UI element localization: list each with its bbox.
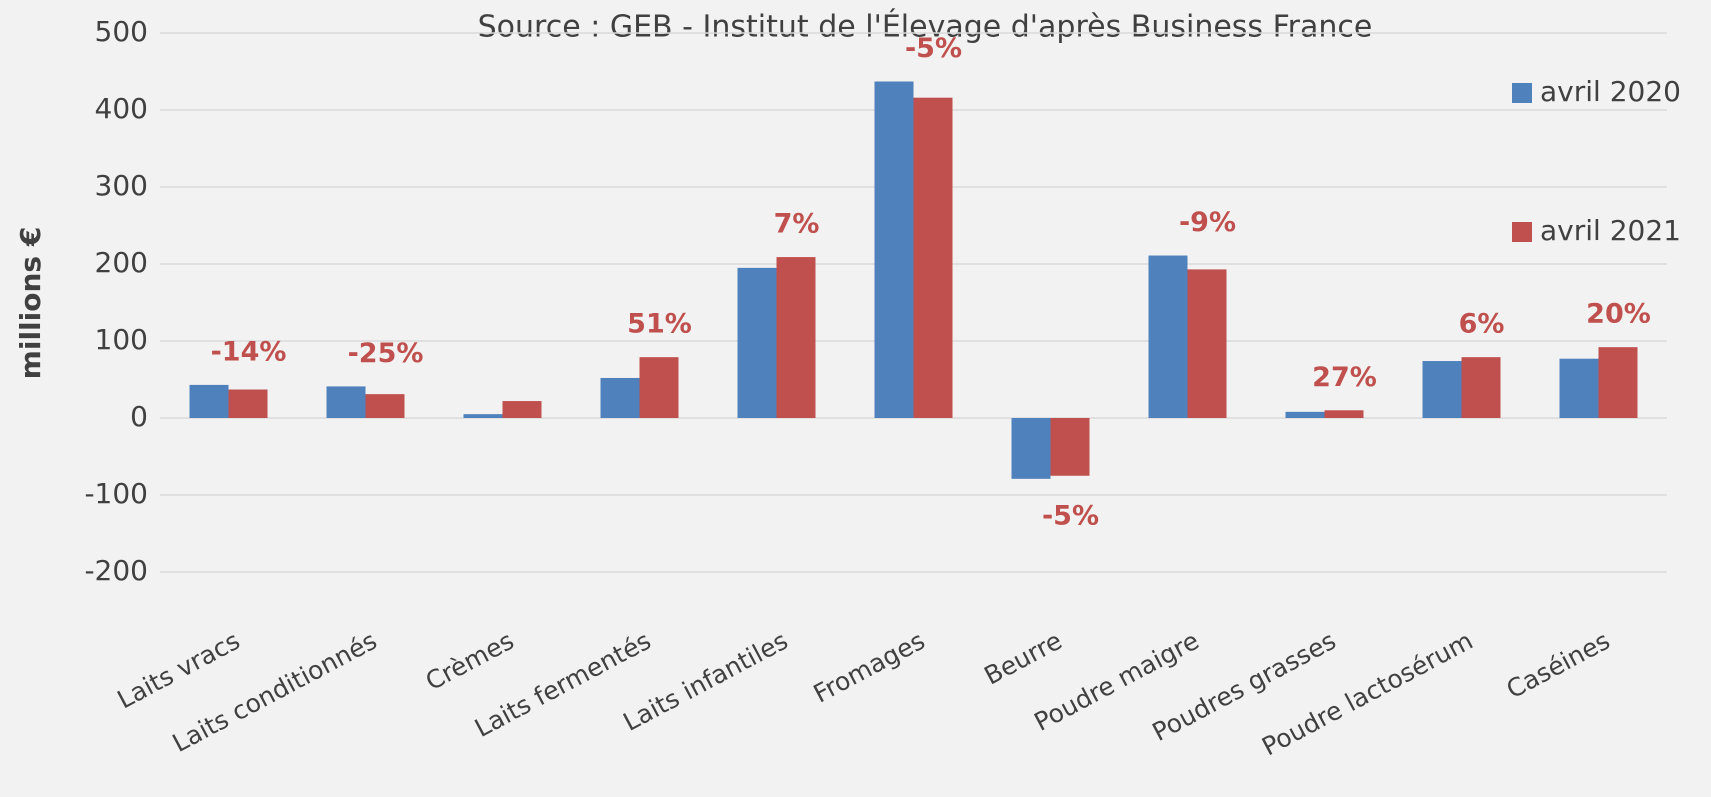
annotation: 7%: [774, 209, 820, 240]
y-tick-label: 300: [95, 169, 148, 202]
annotation: -25%: [348, 338, 424, 369]
bar: [1011, 418, 1051, 479]
y-tick-label: 0: [130, 400, 148, 433]
annotation: 27%: [1312, 362, 1377, 393]
bar: [1422, 361, 1462, 418]
y-tick-label: 500: [95, 15, 148, 48]
bar: [1285, 411, 1325, 418]
bar: [365, 394, 405, 418]
bar: [639, 357, 679, 418]
legend-label: avril 2020: [1540, 75, 1681, 108]
bar: [1559, 358, 1599, 418]
y-tick-label: 200: [95, 246, 148, 279]
x-tick-label: Fromages: [809, 626, 930, 709]
x-tick-label: Caséines: [1502, 626, 1615, 704]
annotation: -5%: [905, 33, 962, 64]
bar: [913, 97, 953, 419]
y-tick-label: -100: [84, 477, 148, 510]
bar: [502, 401, 542, 418]
bar: [463, 414, 503, 418]
bar: [1148, 255, 1188, 418]
x-tick-label: Beurre: [979, 626, 1066, 691]
annotation: 6%: [1459, 309, 1505, 340]
bar: [1598, 347, 1638, 418]
bar: [874, 81, 914, 418]
annotation: -5%: [1042, 500, 1099, 531]
bar: [189, 384, 229, 418]
annotation: -9%: [1179, 207, 1236, 238]
bar: [228, 389, 268, 418]
bar: [326, 386, 366, 418]
annotation: 51%: [627, 309, 692, 340]
bar: [737, 267, 777, 418]
y-tick-label: 400: [95, 92, 148, 125]
y-tick-label: 100: [95, 323, 148, 356]
bar: [600, 377, 640, 418]
y-axis-label: millions €: [14, 227, 47, 380]
annotation: -14%: [211, 336, 287, 367]
y-tick-label: -200: [84, 554, 148, 587]
legend-label: avril 2021: [1540, 214, 1681, 247]
x-tick-label: Crèmes: [421, 626, 519, 696]
legend-swatch: [1512, 83, 1532, 103]
bar: [1050, 418, 1090, 476]
chart-title: Source : GEB - Institut de l'Élevage d'a…: [478, 9, 1373, 45]
bar: [1187, 269, 1227, 418]
annotation: 20%: [1586, 299, 1651, 330]
legend-swatch: [1512, 222, 1532, 242]
bar: [776, 257, 816, 418]
bar: [1324, 410, 1364, 418]
bar: [1461, 357, 1501, 418]
